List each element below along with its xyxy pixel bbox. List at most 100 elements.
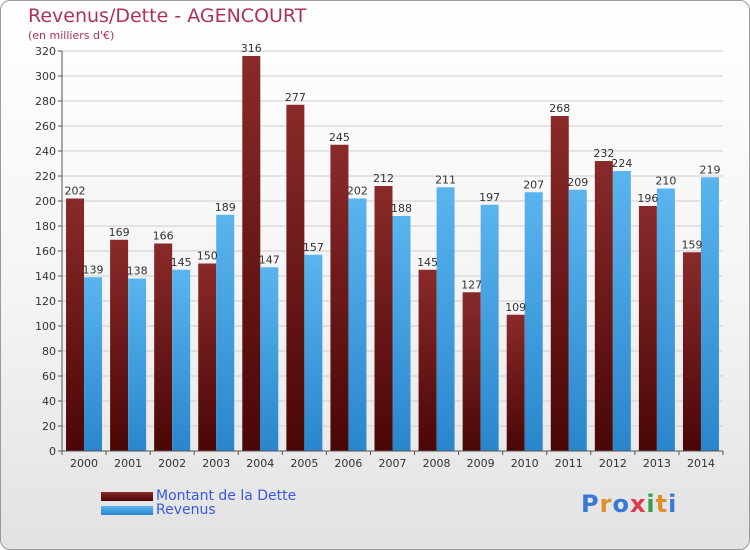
- bar-revenus: [700, 177, 719, 451]
- legend-item-debt: Montant de la Dette: [101, 488, 297, 504]
- bar-debt: [682, 252, 701, 451]
- data-label-revenus: 210: [655, 175, 676, 188]
- data-label-debt: 127: [461, 278, 482, 291]
- y-tick-label: 300: [35, 70, 56, 83]
- x-tick-label: 2010: [511, 457, 539, 470]
- y-tick-label: 20: [42, 420, 56, 433]
- bar-revenus: [348, 198, 367, 451]
- chart-subtitle: (en milliers d'€): [28, 29, 115, 42]
- x-tick-label: 2004: [246, 457, 274, 470]
- x-tick-label: 2011: [555, 457, 583, 470]
- data-label-debt: 159: [681, 238, 702, 251]
- x-tick-label: 2007: [379, 457, 407, 470]
- logo-letter: r: [599, 490, 613, 518]
- data-label-revenus: 207: [523, 178, 544, 191]
- bar-revenus: [524, 192, 543, 451]
- data-label-revenus: 139: [83, 263, 104, 276]
- bar-revenus: [612, 171, 631, 451]
- x-tick-label: 2002: [158, 457, 186, 470]
- data-label-debt: 196: [637, 192, 658, 205]
- x-tick-label: 2008: [423, 457, 451, 470]
- bar-revenus: [260, 267, 279, 451]
- data-label-debt: 316: [241, 42, 262, 55]
- logo-letter: i: [646, 490, 656, 518]
- data-label-revenus: 138: [127, 265, 148, 278]
- data-label-revenus: 157: [303, 241, 324, 254]
- y-tick-label: 140: [35, 270, 56, 283]
- bar-debt: [506, 314, 525, 451]
- data-label-debt: 212: [373, 172, 394, 185]
- data-label-debt: 268: [549, 102, 570, 115]
- data-label-revenus: 209: [567, 176, 588, 189]
- bar-revenus: [128, 278, 147, 451]
- legend-item-revenus: Revenus: [101, 502, 216, 518]
- proxiti-logo: Proxiti: [581, 490, 677, 518]
- data-label-debt: 169: [109, 226, 130, 239]
- data-label-revenus: 219: [699, 163, 720, 176]
- chart-title: Revenus/Dette - AGENCOURT: [28, 5, 307, 27]
- y-tick-label: 60: [42, 370, 56, 383]
- x-tick-label: 2001: [114, 457, 142, 470]
- bar-debt: [418, 269, 437, 451]
- legend-label-revenus: Revenus: [156, 502, 216, 518]
- data-label-debt: 232: [593, 147, 614, 160]
- bar-revenus: [172, 269, 191, 451]
- logo-letter: i: [668, 490, 678, 518]
- y-tick-label: 40: [42, 395, 56, 408]
- bar-revenus: [304, 254, 323, 451]
- y-tick-label: 80: [42, 345, 56, 358]
- bar-revenus: [480, 204, 499, 451]
- data-label-revenus: 188: [391, 202, 412, 215]
- y-tick-label: 0: [49, 445, 56, 458]
- bar-debt: [594, 161, 613, 451]
- data-label-debt: 166: [153, 230, 174, 243]
- data-label-debt: 277: [285, 91, 306, 104]
- data-label-debt: 109: [505, 301, 526, 314]
- legend-swatch-revenus: [101, 505, 153, 515]
- data-label-debt: 245: [329, 131, 350, 144]
- y-tick-label: 160: [35, 245, 56, 258]
- bar-debt: [110, 239, 129, 451]
- data-label-revenus: 147: [259, 253, 280, 266]
- y-tick-label: 280: [35, 95, 56, 108]
- bar-debt: [286, 104, 305, 451]
- data-label-revenus: 145: [171, 256, 192, 269]
- data-label-revenus: 197: [479, 191, 500, 204]
- bar-revenus: [436, 187, 455, 451]
- data-label-revenus: 189: [215, 201, 236, 214]
- y-tick-label: 100: [35, 320, 56, 333]
- legend-swatch-debt: [101, 491, 153, 501]
- x-tick-label: 2014: [687, 457, 715, 470]
- bar-revenus: [84, 277, 103, 451]
- data-label-revenus: 202: [347, 185, 368, 198]
- bar-revenus: [392, 216, 411, 451]
- y-tick-label: 120: [35, 295, 56, 308]
- bar-debt: [154, 243, 173, 451]
- logo-letter: x: [629, 490, 647, 518]
- data-label-debt: 150: [197, 250, 218, 263]
- y-tick-label: 220: [35, 170, 56, 183]
- bar-debt: [198, 263, 217, 451]
- x-tick-label: 2006: [334, 457, 362, 470]
- y-tick-label: 200: [35, 195, 56, 208]
- logo-letter: o: [612, 490, 630, 518]
- logo-letter: P: [581, 490, 600, 518]
- bar-debt: [550, 116, 569, 451]
- bar-debt: [330, 144, 349, 451]
- bar-debt: [638, 206, 657, 451]
- y-tick-label: 260: [35, 120, 56, 133]
- bar-debt: [374, 186, 393, 451]
- data-label-revenus: 211: [435, 173, 456, 186]
- x-tick-label: 2005: [290, 457, 318, 470]
- legend-label-debt: Montant de la Dette: [156, 488, 297, 504]
- x-tick-label: 2013: [643, 457, 671, 470]
- y-tick-label: 320: [35, 45, 56, 58]
- data-label-revenus: 224: [611, 157, 632, 170]
- x-tick-label: 2000: [70, 457, 98, 470]
- bar-debt: [66, 198, 85, 451]
- x-tick-label: 2003: [202, 457, 230, 470]
- bar-revenus: [216, 214, 235, 451]
- bar-debt: [462, 292, 481, 451]
- data-label-debt: 202: [65, 185, 86, 198]
